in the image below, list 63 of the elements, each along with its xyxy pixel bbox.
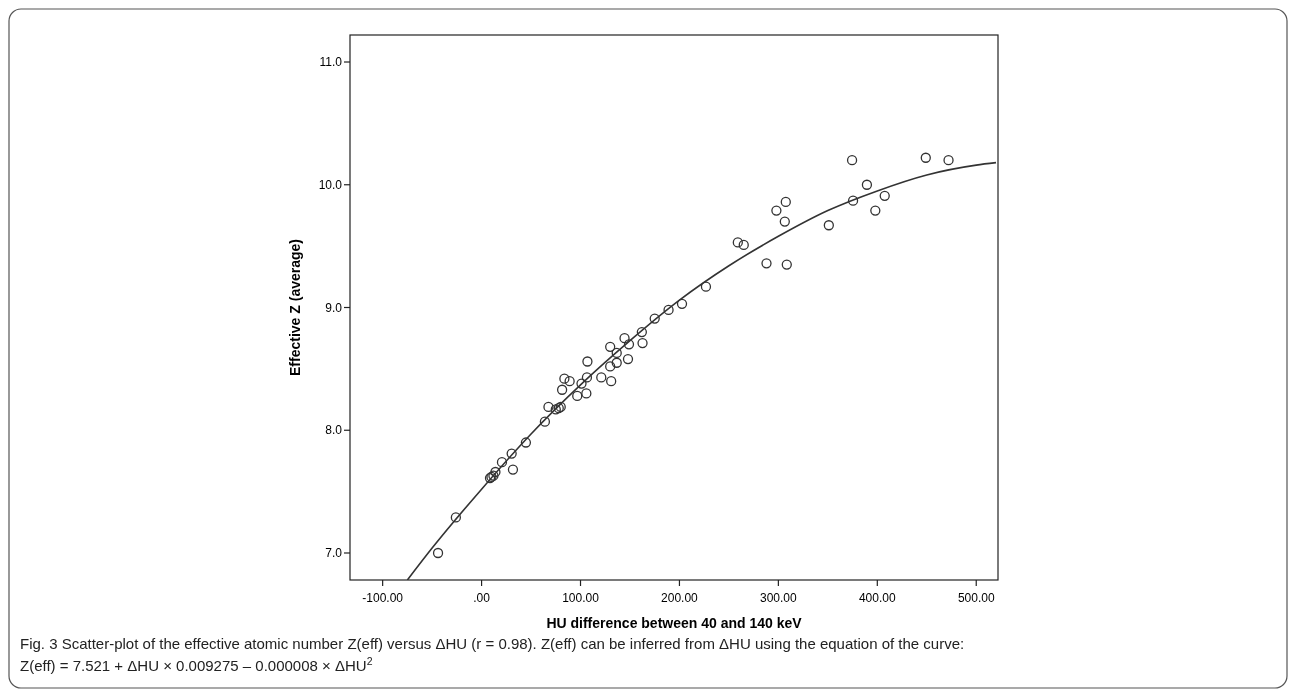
point [879, 190, 890, 201]
point [582, 356, 593, 367]
point [943, 155, 954, 166]
point [611, 357, 622, 368]
point [556, 384, 568, 395]
line-series [406, 161, 997, 580]
point [450, 512, 462, 523]
x-tick-label: 300.00 [760, 591, 798, 605]
point [581, 372, 593, 383]
x-tick-label: 100.00 [562, 591, 600, 605]
point [605, 341, 616, 352]
point [780, 196, 791, 208]
point [622, 353, 634, 365]
point [870, 205, 881, 216]
point [920, 152, 931, 163]
y-tick-label: 11.0 [319, 55, 343, 69]
point [781, 259, 792, 270]
point [490, 466, 501, 478]
x-tick-label: .00 [473, 591, 491, 605]
point [738, 239, 749, 251]
point [847, 195, 859, 206]
point [700, 281, 712, 292]
point [520, 437, 532, 448]
point [559, 373, 570, 384]
point [581, 388, 592, 399]
point [619, 333, 630, 344]
caption: Fig. 3 Scatter-plot of the effective atomic number Z(eff) versus ΔHU (r = 0.98). Z(eff) can be inferred from ΔHU using the equation of the curve: Z(eff) = 7.521 + ΔHU × 0.009275 – 0.000008 × ΔHU$^{2}$ [20, 635, 965, 674]
point [605, 361, 616, 372]
y-axis-title: Effective Z (average) [287, 239, 303, 376]
point [779, 216, 790, 227]
point [846, 155, 858, 166]
point [496, 457, 508, 468]
point [676, 298, 688, 309]
point [761, 258, 772, 269]
x-tick-label: -100.00 [362, 591, 404, 605]
point [507, 464, 519, 475]
point [432, 547, 444, 559]
point [611, 347, 622, 359]
y-tick-label: 8.0 [325, 423, 343, 438]
point [596, 372, 607, 383]
x-tick-label: 400.00 [858, 591, 896, 605]
point [506, 448, 517, 459]
point [572, 390, 583, 402]
y-tick-label: 9.0 [325, 300, 343, 315]
point [564, 376, 575, 387]
point [637, 337, 648, 349]
x-axis-title: HU difference between 40 and 140 keV [546, 615, 803, 631]
point [576, 378, 587, 389]
point [606, 376, 617, 387]
point [823, 220, 834, 231]
point [663, 304, 674, 316]
point [771, 205, 782, 216]
point [649, 313, 660, 324]
y-tick-label: 10.0 [318, 177, 343, 192]
x-tick-label: 200.00 [661, 591, 699, 605]
point [543, 401, 554, 413]
y-tick-label: 7.0 [325, 546, 343, 560]
point [636, 326, 647, 338]
point [861, 179, 873, 190]
point [539, 416, 551, 427]
x-tick-label: 500.00 [957, 591, 995, 605]
point [732, 237, 743, 248]
point [623, 339, 635, 350]
